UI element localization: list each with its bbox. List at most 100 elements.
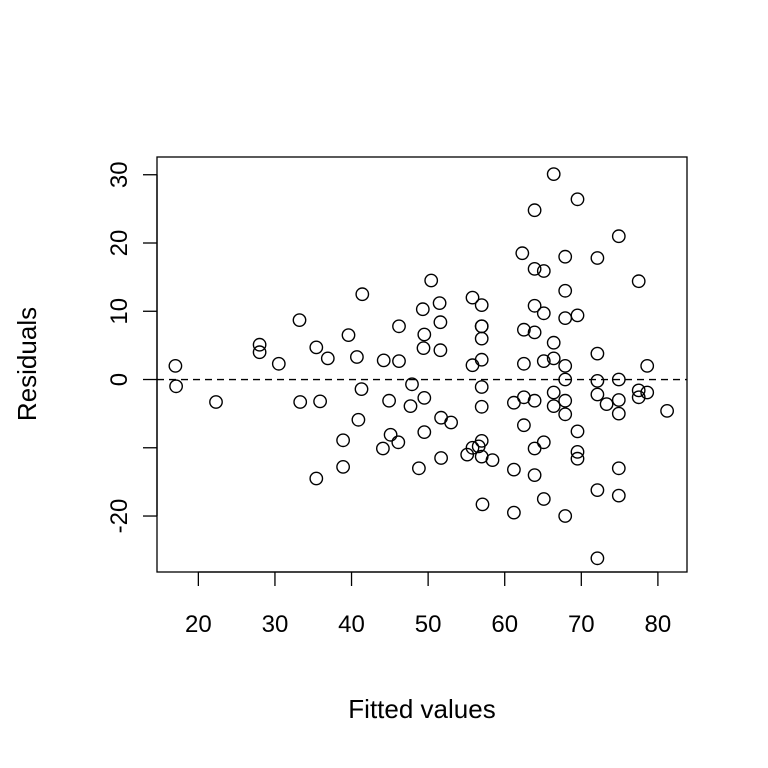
data-point xyxy=(599,397,614,411)
data-point xyxy=(313,394,327,409)
x-tick-label: 80 xyxy=(645,611,672,638)
data-point xyxy=(465,290,480,305)
data-point xyxy=(611,461,626,476)
points-layer xyxy=(168,167,674,566)
data-point xyxy=(660,403,674,418)
data-point xyxy=(631,383,646,398)
data-point xyxy=(169,379,184,394)
data-point xyxy=(309,471,324,486)
data-point xyxy=(403,399,418,413)
data-point xyxy=(355,287,370,302)
data-point xyxy=(485,453,500,467)
data-point xyxy=(536,354,551,368)
data-point xyxy=(590,387,605,402)
data-point xyxy=(424,273,439,288)
data-point xyxy=(546,167,561,182)
data-point xyxy=(474,331,489,346)
data-point xyxy=(515,246,530,261)
data-point xyxy=(252,337,267,352)
data-point xyxy=(416,341,431,355)
y-tick-label: 0 xyxy=(106,373,133,386)
data-point xyxy=(558,372,573,387)
data-point xyxy=(527,393,542,408)
data-point xyxy=(434,451,448,465)
data-point xyxy=(527,468,542,482)
data-point xyxy=(517,322,531,337)
data-point xyxy=(570,424,585,439)
data-point xyxy=(558,509,573,523)
data-point xyxy=(252,345,267,360)
data-point xyxy=(536,435,551,450)
data-point xyxy=(640,385,655,400)
data-point xyxy=(546,335,561,350)
data-point xyxy=(570,444,585,459)
data-point xyxy=(558,283,573,298)
data-point xyxy=(336,459,350,474)
data-point xyxy=(392,354,406,368)
x-tick-label: 30 xyxy=(262,611,289,638)
x-axis: 20 30 40 50 60 70 80 xyxy=(185,571,672,638)
data-point xyxy=(611,229,626,244)
data-point xyxy=(527,261,542,276)
data-point xyxy=(611,393,626,407)
data-point xyxy=(417,425,432,439)
data-point xyxy=(590,483,605,497)
data-point xyxy=(507,462,521,477)
data-point xyxy=(590,551,605,566)
data-point xyxy=(570,451,585,466)
data-point xyxy=(640,358,655,373)
data-point xyxy=(432,296,447,310)
data-point xyxy=(320,351,335,366)
data-point xyxy=(474,380,489,394)
data-point xyxy=(517,418,531,433)
data-point xyxy=(558,393,573,408)
y-axis-title: Residuals xyxy=(12,307,42,421)
data-point xyxy=(570,308,585,323)
data-point xyxy=(271,356,286,371)
data-point xyxy=(536,264,551,278)
data-point xyxy=(309,340,324,355)
data-point xyxy=(570,192,585,207)
data-point xyxy=(209,395,223,409)
data-point xyxy=(536,492,551,506)
data-point xyxy=(417,327,432,342)
data-point xyxy=(474,352,489,367)
data-point xyxy=(507,505,521,520)
data-point xyxy=(631,390,646,405)
data-point xyxy=(376,353,391,368)
data-point xyxy=(433,315,448,330)
x-tick-label: 50 xyxy=(415,611,442,638)
data-point xyxy=(590,373,605,388)
data-point xyxy=(349,350,364,364)
x-axis-title: Fitted values xyxy=(348,694,495,724)
y-tick-label: 30 xyxy=(106,161,133,188)
data-point xyxy=(417,390,432,405)
data-point xyxy=(558,249,573,264)
data-point xyxy=(631,274,646,289)
y-tick-label: 10 xyxy=(106,298,133,325)
data-point xyxy=(351,412,366,427)
data-point xyxy=(392,319,406,334)
data-point xyxy=(590,251,605,265)
x-tick-label: 60 xyxy=(491,611,518,638)
data-point xyxy=(546,385,561,400)
data-point xyxy=(527,298,542,313)
data-point xyxy=(383,427,398,442)
data-point xyxy=(444,415,458,430)
data-point xyxy=(474,399,489,414)
data-point xyxy=(465,440,480,455)
data-point xyxy=(546,351,561,366)
data-point xyxy=(527,203,542,218)
x-tick-label: 20 xyxy=(185,611,212,638)
data-point xyxy=(336,433,350,448)
x-tick-label: 70 xyxy=(568,611,595,638)
data-point xyxy=(517,356,531,371)
data-point xyxy=(611,372,626,387)
data-point xyxy=(415,302,430,317)
x-tick-label: 40 xyxy=(338,611,365,638)
data-point xyxy=(375,441,390,456)
data-point xyxy=(611,406,626,421)
data-point xyxy=(536,306,551,321)
data-point xyxy=(382,393,396,408)
